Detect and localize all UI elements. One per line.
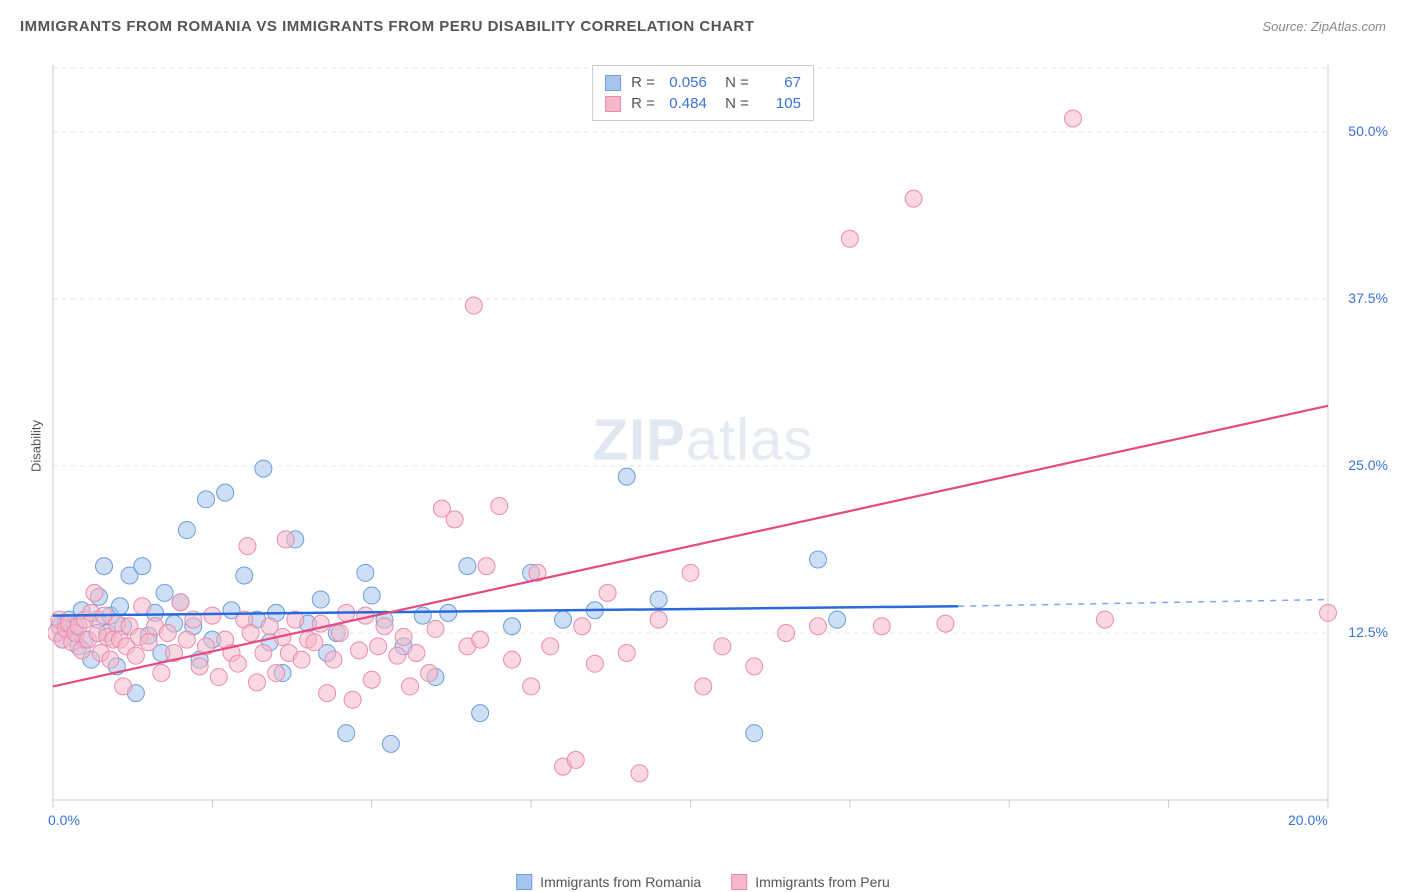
correlation-legend: R = 0.056 N = 67 R = 0.484 N = 105	[592, 65, 814, 121]
y-axis-label: Disability	[29, 420, 44, 472]
swatch-romania	[605, 75, 621, 91]
y-tick-label: 25.0%	[1348, 457, 1388, 473]
y-tick-label: 12.5%	[1348, 624, 1388, 640]
legend-item-romania: Immigrants from Romania	[516, 874, 701, 890]
swatch-peru-icon	[731, 874, 747, 890]
legend-row-romania: R = 0.056 N = 67	[605, 72, 801, 93]
swatch-peru	[605, 96, 621, 112]
chart-area: ZIPatlas	[48, 60, 1358, 820]
source-label: Source: ZipAtlas.com	[1262, 19, 1386, 34]
legend-item-peru: Immigrants from Peru	[731, 874, 890, 890]
series-legend: Immigrants from Romania Immigrants from …	[516, 874, 890, 890]
x-tick-label: 0.0%	[48, 812, 80, 828]
legend-row-peru: R = 0.484 N = 105	[605, 93, 801, 114]
swatch-romania-icon	[516, 874, 532, 890]
chart-title: IMMIGRANTS FROM ROMANIA VS IMMIGRANTS FR…	[20, 18, 754, 35]
y-tick-label: 37.5%	[1348, 290, 1388, 306]
x-tick-label: 20.0%	[1288, 812, 1328, 828]
chart-header: IMMIGRANTS FROM ROMANIA VS IMMIGRANTS FR…	[20, 18, 1386, 35]
y-tick-label: 50.0%	[1348, 123, 1388, 139]
chart-svg	[48, 60, 1358, 820]
